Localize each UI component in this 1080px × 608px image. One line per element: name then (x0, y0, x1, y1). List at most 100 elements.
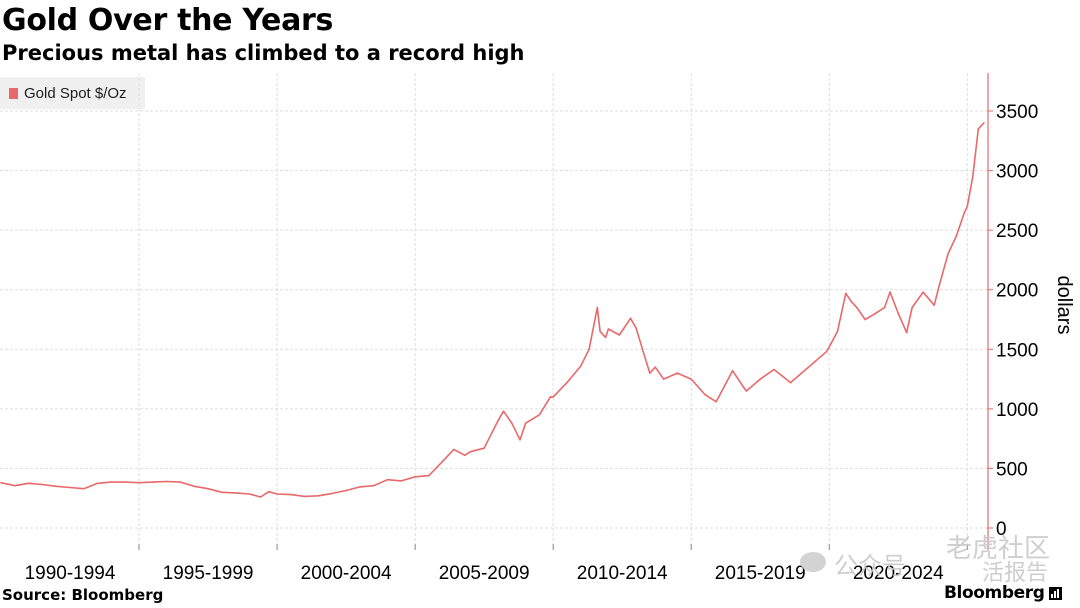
data-point (599, 330, 601, 333)
series-line-gold-spot (0, 122, 985, 498)
data-point (718, 396, 720, 398)
x-tick-label: 2010-2014 (577, 563, 668, 584)
data-point (604, 336, 607, 339)
x-tick-label: 1990-1994 (25, 563, 116, 584)
y-tick-label: 3000 (996, 162, 1038, 183)
data-point (966, 205, 969, 208)
data-point (690, 378, 692, 380)
data-point (400, 480, 403, 482)
data-point (83, 487, 85, 490)
x-tick-label: 1995-1999 (163, 563, 254, 584)
x-tick-label: 2000-2004 (301, 563, 392, 584)
data-point (731, 369, 734, 372)
chart-title: Gold Over the Years (2, 3, 334, 38)
chart-legend: Gold Spot $/Oz (0, 77, 145, 109)
wechat-icon (800, 552, 826, 572)
data-point (414, 476, 416, 478)
series-layer (0, 122, 985, 498)
data-point (911, 306, 913, 309)
y-tick-label: 2500 (996, 221, 1038, 242)
data-point (629, 317, 632, 320)
bloomberg-logo: Bloomberg (944, 583, 1062, 603)
data-point (635, 327, 637, 329)
data-point (502, 410, 505, 413)
data-point (317, 495, 320, 497)
data-point (825, 350, 828, 353)
data-point (276, 493, 278, 495)
chart-subtitle: Precious metal has climbed to a record h… (2, 41, 525, 65)
data-point (704, 393, 706, 396)
data-point (845, 292, 847, 295)
data-point (715, 400, 717, 403)
data-point (110, 481, 113, 483)
y-tick-label: 1500 (996, 340, 1038, 361)
data-point (519, 439, 521, 441)
data-point (538, 414, 541, 416)
x-axis: 1990-1994 1995-1999 2000-2004 2005-2009 2010… (25, 544, 968, 584)
legend-series-label: Gold Spot $/Oz (24, 84, 127, 102)
data-point (618, 334, 621, 336)
data-point (889, 291, 891, 293)
gridlines (0, 73, 988, 550)
data-point (836, 330, 839, 333)
watermark-text-b: 老虎社区 (946, 534, 1051, 564)
data-point (933, 304, 935, 307)
legend-swatch (9, 87, 18, 99)
data-point (248, 493, 251, 495)
data-point (552, 396, 554, 398)
y-tick-label: 3500 (996, 102, 1038, 123)
data-point (345, 489, 347, 492)
data-point (938, 283, 941, 285)
data-point (789, 381, 792, 384)
data-point (511, 422, 513, 425)
data-point (643, 354, 646, 357)
data-point (259, 496, 262, 498)
data-point (27, 482, 30, 485)
data-point (773, 368, 775, 371)
data-point (654, 366, 657, 369)
x-tick-label: 2005-2009 (439, 563, 530, 584)
data-point (193, 485, 196, 488)
data-point (290, 493, 292, 496)
data-point (856, 306, 858, 309)
data-point (441, 460, 444, 463)
bars-icon (1048, 586, 1062, 600)
data-point (453, 448, 455, 451)
watermark: 公众号 老虎社区 活报告 (800, 528, 1070, 586)
data-point (386, 478, 389, 481)
data-point (745, 390, 748, 392)
data-point (372, 484, 375, 487)
data-point (922, 291, 924, 293)
data-point (179, 481, 182, 483)
y-tick-label: 2000 (996, 281, 1038, 302)
watermark-text-a: 公众号 (834, 552, 906, 580)
data-point (0, 481, 2, 484)
data-point (864, 318, 866, 321)
data-point (483, 447, 485, 450)
data-point (596, 306, 599, 309)
data-point (469, 450, 472, 453)
data-point (742, 386, 745, 389)
data-point (580, 365, 582, 367)
data-point (676, 372, 679, 374)
data-point (947, 253, 949, 255)
data-point (165, 480, 168, 483)
data-point (662, 378, 665, 380)
data-point (428, 474, 430, 477)
data-point (759, 378, 761, 380)
data-point (124, 481, 126, 483)
data-point (883, 306, 886, 309)
x-tick-label: 2020-2024 (853, 563, 944, 584)
y-tick-label: 500 (996, 459, 1028, 480)
data-point (828, 346, 831, 348)
data-point (814, 360, 817, 363)
data-point (221, 491, 223, 494)
brand-text: Bloomberg (944, 583, 1045, 603)
data-point (524, 422, 527, 425)
y-tick-label: 0 (996, 519, 1007, 540)
data-point (607, 328, 610, 330)
data-point (983, 122, 985, 124)
data-point (566, 381, 568, 384)
data-point (41, 483, 44, 486)
